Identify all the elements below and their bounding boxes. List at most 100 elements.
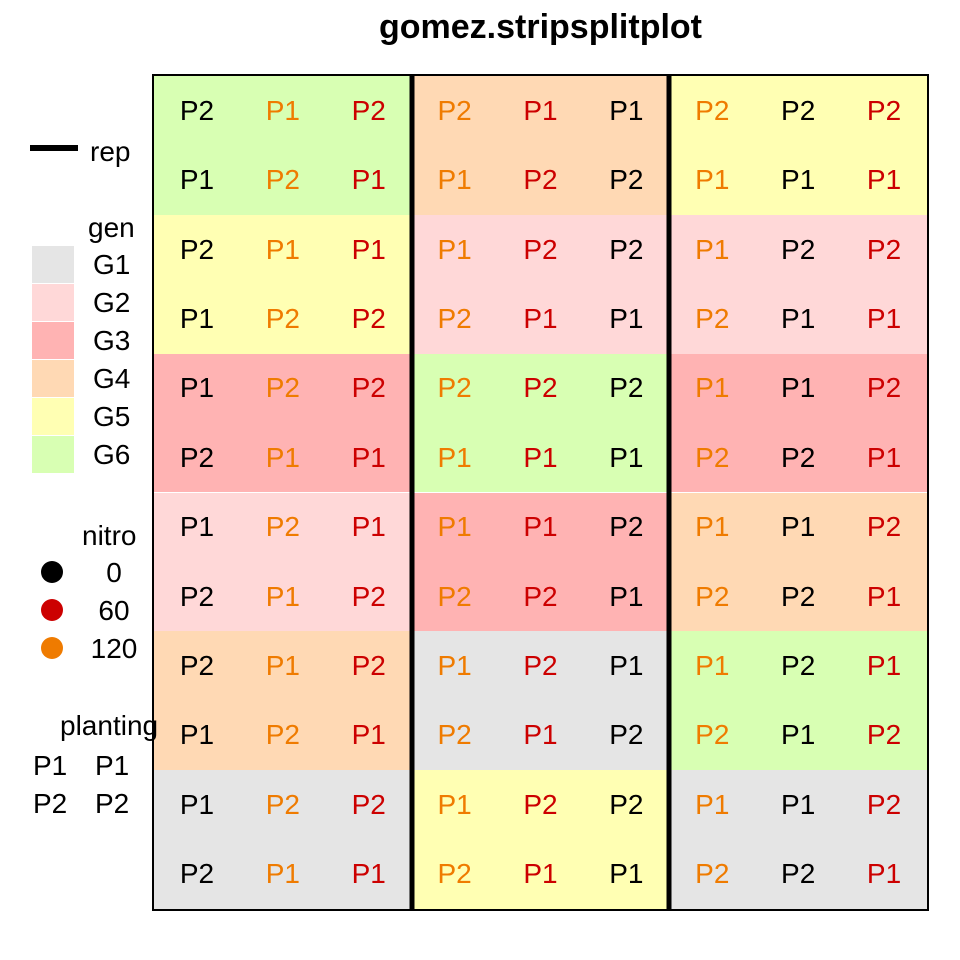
plot-label-p2: P2 — [351, 580, 386, 612]
plot-area: P2 P1 P2 P2 P1 P1 P2 P2 P2 P1 P2 P1 P1 P2 P2 P1 P1 P1 P2 P1… — [152, 74, 929, 911]
gen-block-g4 — [154, 631, 412, 771]
plot-label-p1: P1 — [609, 650, 644, 682]
plot-label-p2: P2 — [523, 164, 558, 196]
plot-label-p1: P1 — [609, 302, 644, 334]
gen-block-g4 — [669, 492, 927, 632]
plot-label-p1: P1 — [179, 788, 215, 820]
nitro-legend-title: nitro — [82, 520, 137, 551]
gen-block-g3 — [411, 492, 670, 632]
plot-label-p1: P1 — [437, 164, 472, 196]
plot-label-p2: P2 — [523, 372, 558, 404]
plot-label-p1: P1 — [695, 511, 730, 543]
gen-block-g5 — [669, 76, 927, 215]
plot-label-p1: P1 — [866, 858, 902, 890]
plot-label-p2: P2 — [437, 858, 472, 890]
plot-label-p1: P1 — [523, 858, 558, 890]
plot-label-p2: P2 — [437, 94, 472, 126]
plot-label-p2: P2 — [179, 650, 215, 682]
plot-label-p1: P1 — [781, 788, 816, 820]
plot-label-p2: P2 — [866, 788, 902, 820]
plot-label-p1: P1 — [866, 302, 902, 334]
rep-key-line — [30, 145, 78, 151]
plot-label-p1: P1 — [695, 650, 730, 682]
plot-label-p2: P2 — [437, 372, 472, 404]
gen-block-g1 — [669, 770, 927, 909]
gen-block-g3 — [669, 353, 927, 493]
plot-label-p2: P2 — [265, 788, 300, 820]
planting-legend-symbol-p1: P1 — [33, 750, 68, 781]
plot-label-p2: P2 — [351, 302, 386, 334]
plot-label-p2: P2 — [265, 164, 300, 196]
plot-label-p2: P2 — [351, 788, 386, 820]
plot-label-p2: P2 — [695, 858, 730, 890]
plot-label-p2: P2 — [609, 164, 644, 196]
plot-label-p1: P1 — [866, 650, 902, 682]
plot-label-p1: P1 — [351, 719, 386, 751]
planting-legend-label-p2: P2 — [95, 788, 130, 819]
plot-label-p2: P2 — [179, 580, 215, 612]
planting-legend-symbol-p2: P2 — [33, 788, 68, 819]
plot-label-p1: P1 — [265, 650, 300, 682]
plot-label-p1: P1 — [781, 719, 816, 751]
rep-divider-line — [666, 76, 672, 909]
plot-label-p1: P1 — [179, 372, 215, 404]
gen-block-g1 — [411, 631, 670, 771]
gen-block-g6 — [154, 76, 412, 215]
plot-label-p1: P1 — [437, 511, 472, 543]
gen-legend-label-g1: G1 — [93, 249, 131, 280]
gen-block-g6 — [669, 631, 927, 771]
plot-label-p1: P1 — [437, 441, 472, 473]
plot-label-p1: P1 — [609, 441, 644, 473]
plot-label-p2: P2 — [609, 719, 644, 751]
plot-label-p1: P1 — [351, 233, 386, 265]
plot-label-p2: P2 — [437, 580, 472, 612]
plot-label-p2: P2 — [523, 580, 558, 612]
plot-label-p2: P2 — [523, 233, 558, 265]
plot-label-p2: P2 — [265, 302, 300, 334]
gen-block-g2 — [411, 214, 670, 354]
plot-label-p1: P1 — [609, 858, 644, 890]
plot-label-p1: P1 — [351, 164, 386, 196]
plot-label-p1: P1 — [179, 302, 215, 334]
plot-label-p2: P2 — [781, 94, 816, 126]
gen-block-g5 — [411, 770, 670, 909]
plot-label-p2: P2 — [609, 233, 644, 265]
planting-legend-title: planting — [60, 710, 159, 741]
plot-label-p1: P1 — [523, 94, 558, 126]
plot-label-p1: P1 — [609, 94, 644, 126]
plot-label-p1: P1 — [179, 719, 215, 751]
rep-legend-title: rep — [90, 136, 131, 167]
plot-label-p1: P1 — [265, 233, 300, 265]
plot-label-p1: P1 — [781, 302, 816, 334]
plot-label-p1: P1 — [265, 580, 300, 612]
nitro-legend-dot-0 — [41, 561, 63, 583]
gen-block-g2 — [154, 492, 412, 632]
plot-label-p1: P1 — [351, 858, 386, 890]
plot-label-p2: P2 — [781, 858, 816, 890]
plot-label-p1: P1 — [695, 164, 730, 196]
plot-label-p2: P2 — [695, 302, 730, 334]
gen-block-g5 — [154, 214, 412, 354]
plot-label-p1: P1 — [523, 441, 558, 473]
nitro-legend-dot-60 — [41, 599, 63, 621]
plot-label-p1: P1 — [695, 372, 730, 404]
gen-legend-swatch-g6 — [32, 436, 74, 474]
plot-label-p1: P1 — [265, 858, 300, 890]
gen-legend-label-g5: G5 — [93, 401, 131, 432]
plot-label-p2: P2 — [781, 441, 816, 473]
plot-label-p1: P1 — [695, 233, 730, 265]
gen-legend-swatch-g2 — [32, 284, 74, 322]
plot-label-p1: P1 — [866, 580, 902, 612]
plot-label-p2: P2 — [695, 580, 730, 612]
plot-label-p2: P2 — [781, 580, 816, 612]
plot-label-p2: P2 — [695, 441, 730, 473]
gen-legend-title: gen — [88, 212, 135, 243]
plot-label-p2: P2 — [179, 94, 215, 126]
plot-label-p2: P2 — [609, 788, 644, 820]
nitro-legend-label-120: 120 — [90, 633, 138, 664]
plot-label-p2: P2 — [695, 94, 730, 126]
plot-label-p2: P2 — [866, 94, 902, 126]
plot-label-p2: P2 — [179, 233, 215, 265]
gen-legend-label-g3: G3 — [93, 325, 131, 356]
plot-label-p1: P1 — [265, 441, 300, 473]
